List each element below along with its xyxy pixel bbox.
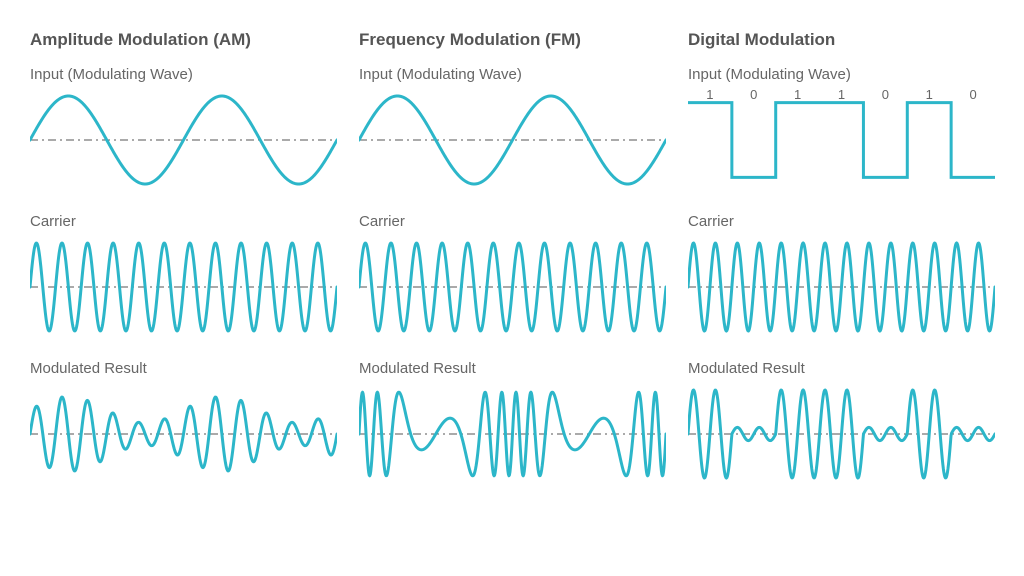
svg-text:1: 1 bbox=[926, 87, 933, 102]
waveform bbox=[688, 379, 995, 489]
row-label: Modulated Result bbox=[688, 360, 995, 377]
row-label: Carrier bbox=[30, 213, 337, 230]
row-label: Modulated Result bbox=[359, 360, 666, 377]
svg-text:0: 0 bbox=[750, 87, 757, 102]
svg-text:1: 1 bbox=[838, 87, 845, 102]
svg-text:0: 0 bbox=[882, 87, 889, 102]
column-0: Amplitude Modulation (AM) Input (Modulati… bbox=[30, 30, 337, 489]
row-label: Carrier bbox=[359, 213, 666, 230]
svg-text:1: 1 bbox=[794, 87, 801, 102]
column-1: Frequency Modulation (FM) Input (Modulati… bbox=[359, 30, 666, 489]
column-title: Frequency Modulation (FM) bbox=[359, 30, 666, 50]
row-label: Input (Modulating Wave) bbox=[30, 66, 337, 83]
row-label: Carrier bbox=[688, 213, 995, 230]
row-label: Input (Modulating Wave) bbox=[359, 66, 666, 83]
column-title: Amplitude Modulation (AM) bbox=[30, 30, 337, 50]
row-label: Modulated Result bbox=[30, 360, 337, 377]
column-2: Digital Modulation Input (Modulating Wave… bbox=[688, 30, 995, 489]
waveform bbox=[359, 379, 666, 489]
svg-text:1: 1 bbox=[706, 87, 713, 102]
waveform bbox=[688, 232, 995, 342]
column-title: Digital Modulation bbox=[688, 30, 995, 50]
waveform: 1 0 1 1 0 1 0 bbox=[688, 85, 995, 195]
waveform bbox=[30, 85, 337, 195]
svg-text:0: 0 bbox=[969, 87, 976, 102]
waveform bbox=[30, 232, 337, 342]
waveform bbox=[359, 85, 666, 195]
waveform bbox=[30, 379, 337, 489]
row-label: Input (Modulating Wave) bbox=[688, 66, 995, 83]
waveform bbox=[359, 232, 666, 342]
